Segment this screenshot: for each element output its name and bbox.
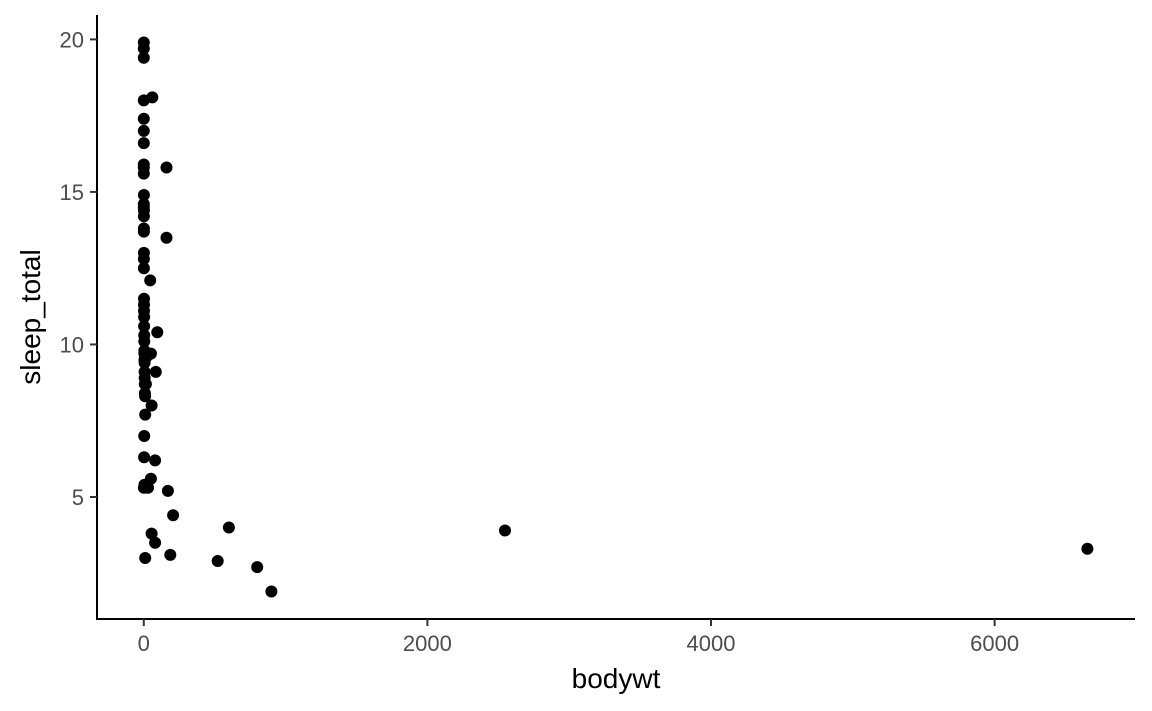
data-point <box>145 399 158 412</box>
data-point <box>137 137 150 150</box>
data-point <box>138 335 151 348</box>
data-point <box>139 408 152 421</box>
data-point <box>151 326 164 339</box>
data-point <box>142 481 154 494</box>
data-point <box>167 509 180 522</box>
y-tick-label: 5 <box>72 485 84 510</box>
data-point <box>137 262 150 275</box>
data-point <box>146 91 159 104</box>
data-point <box>222 521 235 534</box>
x-axis-title: bodywt <box>572 663 661 694</box>
data-point <box>138 430 151 442</box>
data-point <box>138 311 151 323</box>
data-point <box>137 112 150 125</box>
data-point <box>145 527 158 540</box>
data-point <box>144 274 157 287</box>
data-point <box>161 484 174 497</box>
x-tick-label: 2000 <box>403 631 452 656</box>
data-point <box>138 320 151 333</box>
plot-points <box>137 36 1094 598</box>
data-point <box>251 561 264 574</box>
data-point <box>139 378 152 391</box>
data-point <box>139 552 152 564</box>
y-tick-label: 20 <box>60 27 84 52</box>
data-point <box>211 555 224 567</box>
x-tick-label: 4000 <box>687 631 736 656</box>
data-point <box>149 536 162 549</box>
data-point <box>164 548 177 561</box>
data-point <box>1081 542 1094 555</box>
data-point <box>149 365 162 378</box>
data-point <box>137 189 150 201</box>
y-tick-label: 10 <box>60 332 84 357</box>
x-tick-label: 6000 <box>970 631 1019 656</box>
data-point <box>149 454 162 467</box>
data-point <box>137 210 150 223</box>
y-axis-title: sleep_total <box>15 249 46 384</box>
data-point <box>160 231 173 244</box>
x-tick-label: 0 <box>138 631 150 656</box>
data-point <box>160 161 173 174</box>
data-point <box>137 253 150 265</box>
y-tick-label: 15 <box>60 180 84 205</box>
data-point <box>265 585 278 598</box>
data-point <box>137 225 150 238</box>
data-point <box>137 167 150 180</box>
y-axis-ticks: 5 10 15 20 <box>60 27 97 510</box>
data-point <box>139 390 152 403</box>
data-point <box>138 451 151 464</box>
data-point <box>138 356 151 369</box>
data-point <box>137 124 150 137</box>
x-axis-ticks: 0 2000 4000 6000 <box>138 619 1019 656</box>
data-point <box>137 42 150 55</box>
data-point <box>499 524 511 537</box>
data-point <box>137 51 150 64</box>
